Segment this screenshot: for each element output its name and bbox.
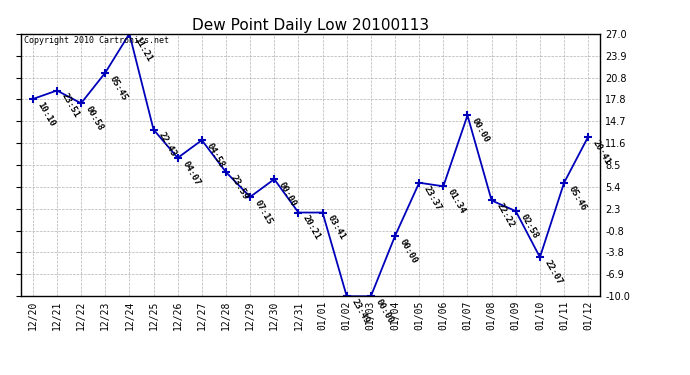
Text: 00:00: 00:00 [277,181,298,209]
Text: 05:46: 05:46 [567,184,588,212]
Text: 04:07: 04:07 [181,159,201,187]
Text: 00:00: 00:00 [374,298,395,326]
Text: 23:51: 23:51 [60,92,81,120]
Text: 03:41: 03:41 [326,214,346,242]
Text: 20:21: 20:21 [302,214,322,242]
Text: 10:10: 10:10 [36,100,57,128]
Text: Copyright 2010 Cartronics.net: Copyright 2010 Cartronics.net [23,36,168,45]
Text: 02:58: 02:58 [519,213,540,240]
Title: Dew Point Daily Low 20100113: Dew Point Daily Low 20100113 [192,18,429,33]
Text: 22:43: 22:43 [157,131,177,159]
Text: 05:45: 05:45 [108,74,129,102]
Text: 00:00: 00:00 [398,237,419,265]
Text: 00:58: 00:58 [84,105,105,132]
Text: 22:07: 22:07 [543,259,564,286]
Text: 22:22: 22:22 [495,202,515,229]
Text: 00:00: 00:00 [471,117,491,144]
Text: 11:21: 11:21 [132,35,153,63]
Text: 07:15: 07:15 [253,198,274,226]
Text: 23:37: 23:37 [422,184,443,212]
Text: 23:59: 23:59 [229,174,250,201]
Text: 23:49: 23:49 [350,298,371,326]
Text: 04:58: 04:58 [205,141,226,170]
Text: 20:41: 20:41 [591,138,612,166]
Text: 01:34: 01:34 [446,188,467,216]
